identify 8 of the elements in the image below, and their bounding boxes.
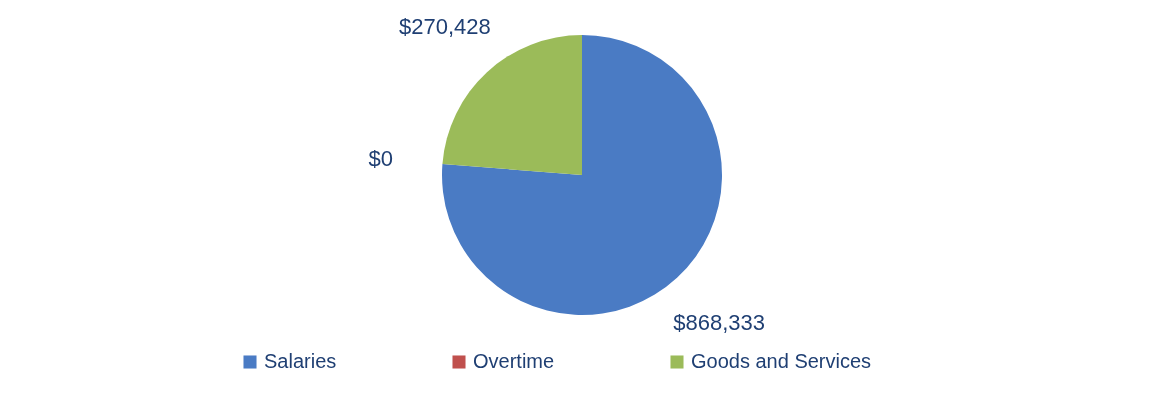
data-label: $270,428: [399, 13, 491, 39]
data-label: $868,333: [673, 310, 765, 336]
pie-slice: [442, 35, 582, 175]
pie-slice: [442, 35, 722, 315]
legend-label: Goods and Services: [691, 350, 872, 372]
legend-label: Overtime: [473, 350, 555, 372]
legend-label: Salaries: [264, 350, 337, 372]
text: $0: [368, 146, 393, 172]
